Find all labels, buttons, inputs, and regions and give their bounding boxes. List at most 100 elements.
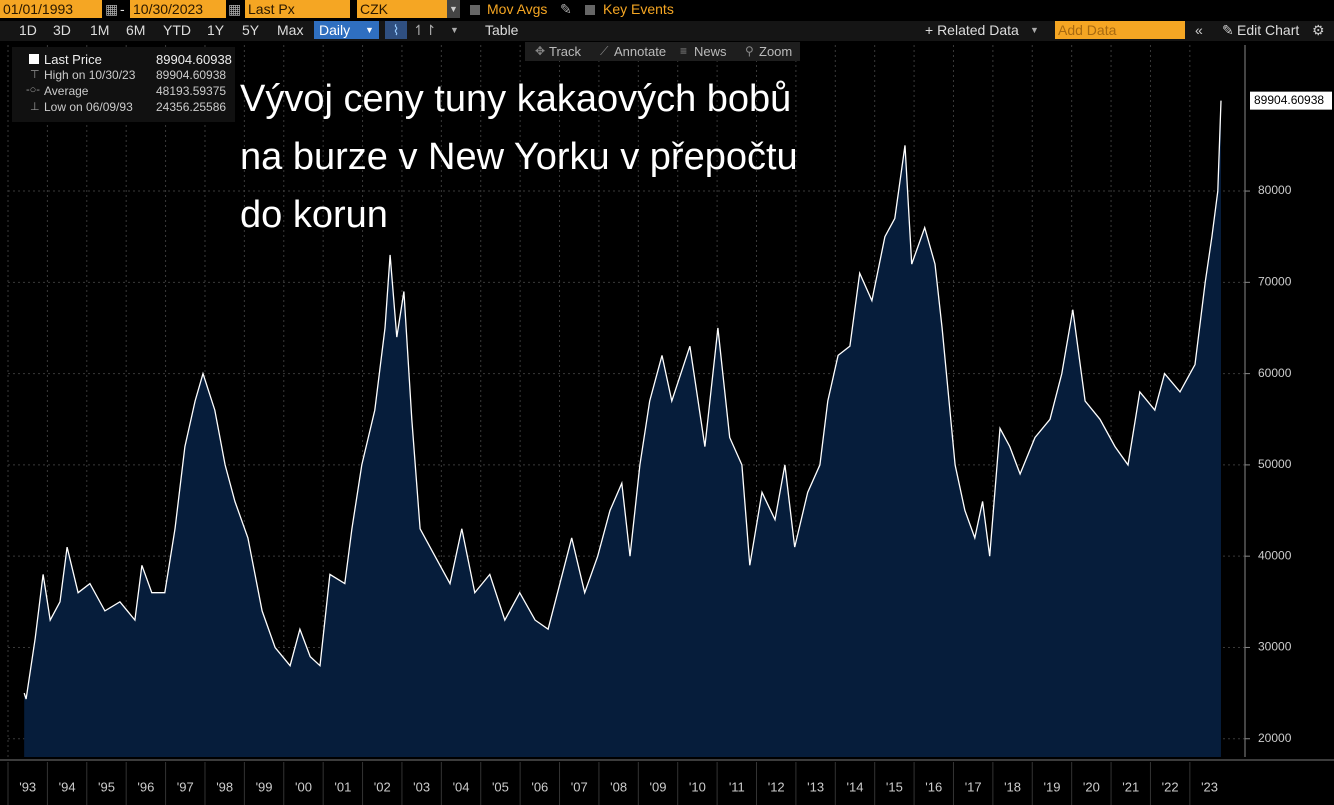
x-tick-label: '99: [256, 779, 273, 794]
period-button[interactable]: Max: [277, 22, 304, 38]
x-tick-label: '16: [925, 779, 942, 794]
dash: -: [120, 1, 125, 17]
gear-icon[interactable]: ⚙: [1312, 22, 1325, 38]
x-tick-label: '15: [886, 779, 903, 794]
collapse-icon[interactable]: «: [1195, 22, 1203, 38]
x-tick-label: '06: [531, 779, 548, 794]
frequency[interactable]: Daily: [314, 21, 374, 39]
related-data[interactable]: + Related Data: [925, 22, 1019, 38]
last-value-label: 89904.60938: [1254, 93, 1324, 107]
x-tick-label: '94: [59, 779, 76, 794]
period-button[interactable]: 1D: [19, 22, 37, 38]
key-events[interactable]: Key Events: [603, 1, 674, 17]
x-tick-label: '00: [295, 779, 312, 794]
x-tick-label: '09: [650, 779, 667, 794]
title-line: Vývoj ceny tuny kakaových bobů: [240, 78, 792, 120]
x-tick-label: '01: [334, 779, 351, 794]
checkbox[interactable]: [470, 5, 480, 15]
table-button[interactable]: Table: [485, 22, 519, 38]
area: [24, 100, 1222, 758]
legend-label: Low on 06/09/93: [44, 100, 133, 114]
x-tick-label: '10: [689, 779, 706, 794]
calendar-icon[interactable]: ▦: [105, 1, 119, 17]
edit-chart[interactable]: Edit Chart: [1237, 22, 1300, 38]
tool-icon[interactable]: ⟋: [600, 44, 609, 58]
x-tick-label: '23: [1201, 779, 1218, 794]
legend-label: High on 10/30/23: [44, 68, 136, 82]
x-tick-label: '05: [492, 779, 509, 794]
line: [23, 100, 1222, 700]
x-tick-label: '95: [98, 779, 115, 794]
tool-button[interactable]: Zoom: [759, 44, 793, 59]
checkbox[interactable]: [585, 5, 595, 15]
x-tick-label: '93: [19, 779, 36, 794]
pencil-icon[interactable]: ✎: [1222, 22, 1234, 38]
x-tick-label: '13: [807, 779, 824, 794]
dropdown-arrow[interactable]: ▼: [1030, 25, 1039, 35]
x-tick-label: '19: [1043, 779, 1060, 794]
end-date[interactable]: 10/30/2023: [130, 0, 226, 18]
x-tick-label: '20: [1083, 779, 1100, 794]
tool-button[interactable]: News: [694, 44, 727, 59]
x-tick-label: '18: [1004, 779, 1021, 794]
add-data[interactable]: Add Data: [1055, 21, 1185, 39]
calendar-icon[interactable]: ▦: [228, 1, 242, 17]
legend-value: 89904.60938: [156, 68, 227, 82]
legend-value: 24356.25586: [156, 100, 227, 114]
legend-swatch: [29, 54, 39, 64]
period-button[interactable]: 1M: [90, 22, 110, 38]
chart-icon[interactable]: ⌇: [385, 21, 407, 39]
legend-label: Average: [44, 84, 89, 98]
x-tick-label: '11: [729, 779, 745, 794]
chart-title: Vývoj ceny tuny kakaových bobů na burze v…: [240, 70, 798, 244]
tool-icon[interactable]: ⚲: [745, 44, 754, 58]
mov-avgs[interactable]: Mov Avgs: [487, 1, 548, 17]
x-tick-label: '07: [571, 779, 588, 794]
y-tick-label: 30000: [1258, 640, 1292, 654]
tool-button[interactable]: Annotate: [614, 44, 667, 59]
legend-value: 48193.59375: [156, 84, 227, 98]
pencil-icon[interactable]: ✎: [560, 1, 572, 17]
x-tick-label: '96: [137, 779, 154, 794]
tool-icon[interactable]: ≡: [680, 44, 688, 58]
legend: Last Price 89904.60938 ⊤ High on 10/30/23 89…: [12, 47, 235, 122]
start-date[interactable]: 01/01/1993: [0, 0, 102, 18]
x-tick-label: '22: [1162, 779, 1179, 794]
y-tick-label: 20000: [1258, 731, 1292, 745]
y-tick-label: 40000: [1258, 548, 1292, 562]
toolbar-top: 01/01/1993 ▦ - 10/30/2023 ▦ Last Px CZK …: [0, 0, 1334, 20]
period-button[interactable]: 3D: [53, 22, 71, 38]
legend-label: Last Price: [44, 52, 102, 67]
x-tick-label: '04: [453, 779, 470, 794]
dropdown-arrow[interactable]: ▼: [447, 0, 460, 18]
dropdown-arrow[interactable]: ▼: [450, 25, 459, 35]
currency-select[interactable]: CZK: [357, 0, 447, 18]
period-button[interactable]: 5Y: [242, 22, 260, 38]
y-tick-label: 80000: [1258, 183, 1292, 197]
period-button[interactable]: 1Y: [207, 22, 225, 38]
field-select[interactable]: Last Px: [245, 0, 350, 18]
tool-bar: ✥ Track ⟋ Annotate ≡ News ⚲ Zoom: [525, 42, 800, 61]
x-tick-label: '14: [847, 779, 864, 794]
legend-value: 89904.60938: [156, 52, 232, 67]
period-button[interactable]: YTD: [163, 22, 191, 38]
tool-button[interactable]: Track: [549, 44, 582, 59]
legend-symbol: ⊥: [30, 101, 40, 113]
frequency-arrow[interactable]: ▼: [360, 21, 379, 39]
legend-symbol: ⊤: [30, 69, 40, 81]
x-tick-label: '17: [965, 779, 982, 794]
y-tick-label: 60000: [1258, 366, 1292, 380]
title-line: do korun: [240, 194, 388, 236]
x-tick-label: '12: [768, 779, 785, 794]
y-tick-label: 70000: [1258, 275, 1292, 289]
bar-icon[interactable]: ↿↾: [413, 22, 437, 38]
legend-symbol: -○-: [26, 84, 40, 96]
toolbar-second: Daily ▼ ⌇ ↿↾ ▼ Table + Related Data ▼ Ad…: [0, 21, 1334, 41]
x-tick-label: '98: [216, 779, 233, 794]
period-button[interactable]: 6M: [126, 22, 146, 38]
tool-icon[interactable]: ✥: [535, 44, 546, 58]
x-tick-label: '97: [177, 779, 194, 794]
x-tick-label: '21: [1122, 779, 1139, 794]
